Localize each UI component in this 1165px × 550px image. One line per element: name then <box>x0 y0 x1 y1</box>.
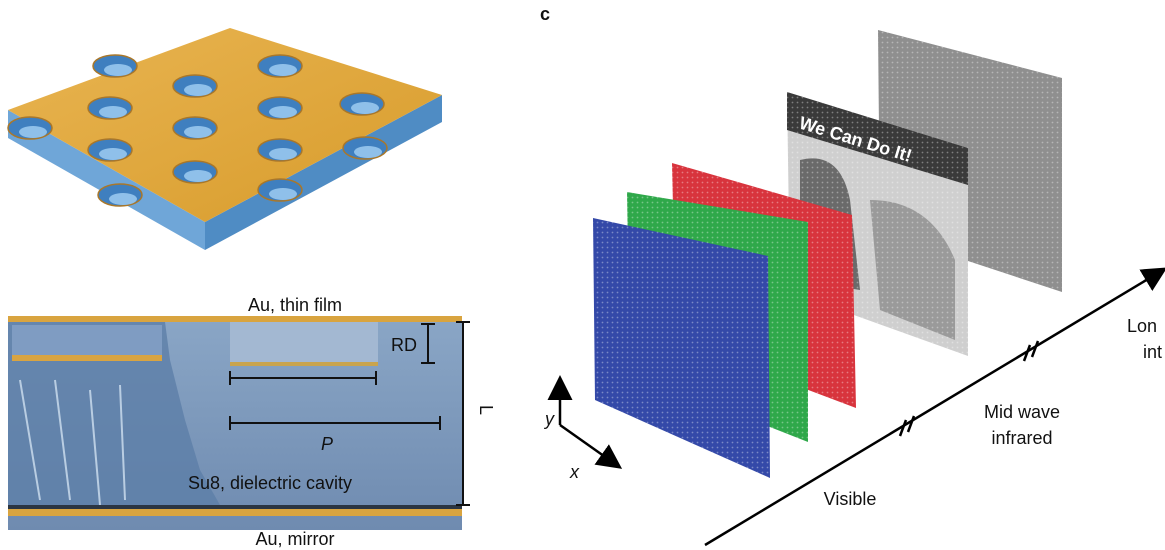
label-rd: RD <box>391 335 417 355</box>
hole-floor <box>99 106 127 118</box>
hole-recess <box>230 322 378 364</box>
fracture-lines <box>19 379 126 506</box>
axis-y-label: y <box>543 409 555 429</box>
hole-floor <box>351 102 379 114</box>
label-p: P <box>321 434 333 454</box>
label-midwave: Mid wave <box>984 402 1060 422</box>
slab-top <box>8 28 442 222</box>
hole-floor <box>184 84 212 96</box>
slab-illustration <box>7 28 442 250</box>
label-bottom: Au, mirror <box>255 529 334 549</box>
label-cavity: Su8, dielectric cavity <box>188 473 352 493</box>
axis-line <box>704 267 1165 547</box>
label-visible: Visible <box>824 489 877 509</box>
slab-side-left <box>8 110 205 250</box>
axis-x-label: x <box>569 462 580 482</box>
label-l: L <box>476 405 496 415</box>
hole-floor <box>269 106 297 118</box>
axis-break <box>1022 340 1040 362</box>
pillar-gold <box>12 355 162 361</box>
cross-section: Au, thin film RD L P Su8, dielectric cav… <box>8 295 496 549</box>
label-top: Au, thin film <box>248 295 342 315</box>
x-arrow <box>559 423 623 469</box>
hole-floor <box>109 193 137 205</box>
wavelength-axis <box>547 267 1165 547</box>
label-longwave: int <box>1143 342 1162 362</box>
slab-side-right <box>205 95 442 250</box>
panel-label: c <box>540 4 550 24</box>
dark-band <box>8 505 462 509</box>
hole-floor <box>184 126 212 138</box>
hole-floor <box>184 170 212 182</box>
hole-floor <box>269 188 297 200</box>
panel-texture <box>593 218 770 478</box>
hole-floor <box>354 146 382 158</box>
hole-floor <box>104 64 132 76</box>
gold-mirror-layer <box>8 508 462 516</box>
label-longwave: Lon <box>1127 316 1157 336</box>
fracture-region <box>8 322 220 505</box>
spectral-panels: We Can Do It! <box>593 30 1062 478</box>
hole-floor <box>269 64 297 76</box>
axis-break <box>898 415 916 437</box>
hole-floor <box>269 148 297 160</box>
label-midwave: infrared <box>991 428 1052 448</box>
gold-top-layer <box>8 316 462 322</box>
hole-floor <box>99 148 127 160</box>
dimension-lines <box>229 321 470 506</box>
holes <box>7 54 388 207</box>
hole-floor <box>19 126 47 138</box>
hole-gold <box>230 362 378 366</box>
pillar <box>12 325 162 357</box>
